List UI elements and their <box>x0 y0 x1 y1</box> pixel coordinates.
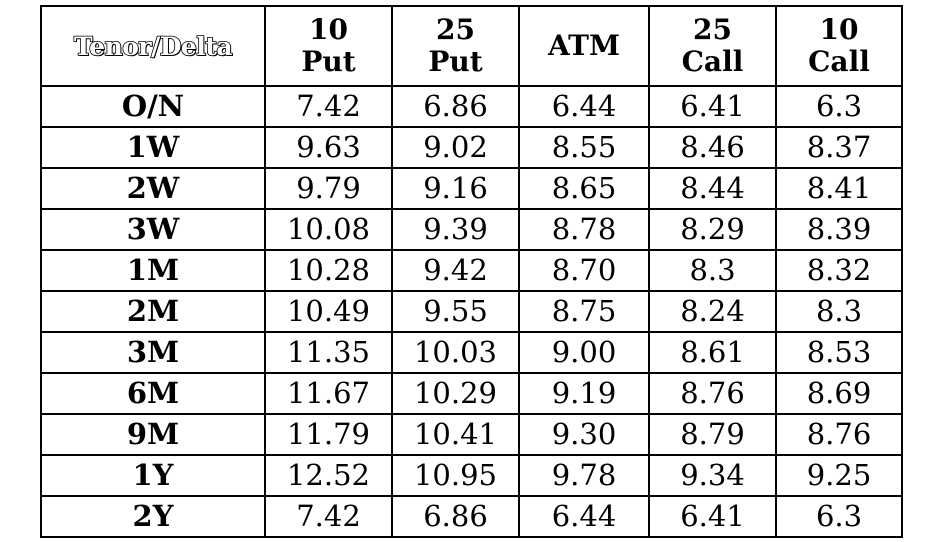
column-header-line2: Call <box>808 45 870 78</box>
vol-value-cell: 9.30 <box>518 413 650 456</box>
table-row: 6M 11.67 10.29 9.19 8.76 8.69 <box>40 372 903 415</box>
vol-value-cell: 8.41 <box>775 167 903 210</box>
vol-value-cell: 9.16 <box>391 167 520 210</box>
table-row: 1W 9.63 9.02 8.55 8.46 8.37 <box>40 126 903 169</box>
tenor-delta-header: Tenor/Delta <box>40 5 266 87</box>
vol-value-cell: 11.35 <box>264 331 393 374</box>
vol-value-cell: 8.39 <box>775 208 903 251</box>
vol-value-cell: 8.69 <box>775 372 903 415</box>
vol-value-cell: 9.25 <box>775 454 903 497</box>
vol-value-cell: 8.65 <box>518 167 650 210</box>
tenor-cell: 9M <box>40 413 266 456</box>
column-header-25-call: 25 Call <box>648 5 777 87</box>
vol-value-cell: 6.44 <box>518 495 650 538</box>
vol-value-cell: 10.95 <box>391 454 520 497</box>
table-body: O/N 7.42 6.86 6.44 6.41 6.3 1W 9.63 9.02 8.55 8.46… <box>40 85 903 538</box>
table-row: 3W 10.08 9.39 8.78 8.29 8.39 <box>40 208 903 251</box>
vol-value-cell: 9.55 <box>391 290 520 333</box>
column-header-10-call: 10 Call <box>775 5 903 87</box>
vol-value-cell: 9.78 <box>518 454 650 497</box>
column-header-line1: 25 <box>693 12 732 46</box>
tenor-cell: 2W <box>40 167 266 210</box>
vol-value-cell: 8.44 <box>648 167 777 210</box>
table-row: 3M 11.35 10.03 9.00 8.61 8.53 <box>40 331 903 374</box>
vol-value-cell: 9.42 <box>391 249 520 292</box>
vol-value-cell: 10.03 <box>391 331 520 374</box>
tenor-cell: 6M <box>40 372 266 415</box>
vol-value-cell: 8.3 <box>648 249 777 292</box>
vol-value-cell: 8.29 <box>648 208 777 251</box>
vol-value-cell: 10.41 <box>391 413 520 456</box>
vol-value-cell: 6.86 <box>391 495 520 538</box>
vol-value-cell: 12.52 <box>264 454 393 497</box>
tenor-cell: 1Y <box>40 454 266 497</box>
table-row: 2W 9.79 9.16 8.65 8.44 8.41 <box>40 167 903 210</box>
column-header-atm: ATM <box>518 5 650 87</box>
column-header-line2: Call <box>681 45 744 78</box>
vol-value-cell: 8.24 <box>648 290 777 333</box>
tenor-cell: 3W <box>40 208 266 251</box>
vol-value-cell: 8.79 <box>648 413 777 456</box>
vol-value-cell: 11.79 <box>264 413 393 456</box>
column-header-line2: Put <box>428 45 483 78</box>
vol-value-cell: 10.29 <box>391 372 520 415</box>
vol-value-cell: 7.42 <box>264 495 393 538</box>
vol-value-cell: 10.49 <box>264 290 393 333</box>
vol-value-cell: 8.37 <box>775 126 903 169</box>
table-row: 9M 11.79 10.41 9.30 8.79 8.76 <box>40 413 903 456</box>
vol-value-cell: 6.3 <box>775 495 903 538</box>
tenor-cell: 1M <box>40 249 266 292</box>
vol-value-cell: 8.78 <box>518 208 650 251</box>
vol-value-cell: 9.19 <box>518 372 650 415</box>
table-row: 1M 10.28 9.42 8.70 8.3 8.32 <box>40 249 903 292</box>
vol-value-cell: 6.86 <box>391 85 520 128</box>
tenor-delta-label: Tenor/Delta <box>73 31 233 61</box>
vol-value-cell: 9.02 <box>391 126 520 169</box>
column-header-25-put: 25 Put <box>391 5 520 87</box>
column-header-line1: 10 <box>309 12 348 46</box>
vol-value-cell: 8.53 <box>775 331 903 374</box>
table-row: 1Y 12.52 10.95 9.78 9.34 9.25 <box>40 454 903 497</box>
vol-value-cell: 6.3 <box>775 85 903 128</box>
vol-value-cell: 8.32 <box>775 249 903 292</box>
vol-value-cell: 8.61 <box>648 331 777 374</box>
header-row: Tenor/Delta 10 Put 25 Put ATM 25 Call 10… <box>40 5 903 87</box>
column-header-line2: Put <box>301 45 356 78</box>
table-row: 2M 10.49 9.55 8.75 8.24 8.3 <box>40 290 903 333</box>
tenor-cell: O/N <box>40 85 266 128</box>
vol-value-cell: 9.39 <box>391 208 520 251</box>
vol-value-cell: 10.08 <box>264 208 393 251</box>
column-header-line1: 25 <box>436 12 475 46</box>
vol-value-cell: 9.00 <box>518 331 650 374</box>
vol-value-cell: 8.3 <box>775 290 903 333</box>
vol-value-cell: 6.41 <box>648 495 777 538</box>
vol-value-cell: 9.63 <box>264 126 393 169</box>
tenor-cell: 3M <box>40 331 266 374</box>
table-row: O/N 7.42 6.86 6.44 6.41 6.3 <box>40 85 903 128</box>
tenor-cell: 2M <box>40 290 266 333</box>
vol-value-cell: 10.28 <box>264 249 393 292</box>
column-header-line1: ATM <box>547 28 621 62</box>
vol-value-cell: 8.46 <box>648 126 777 169</box>
vol-value-cell: 9.79 <box>264 167 393 210</box>
table-row: 2Y 7.42 6.86 6.44 6.41 6.3 <box>40 495 903 538</box>
vol-value-cell: 8.76 <box>648 372 777 415</box>
tenor-cell: 2Y <box>40 495 266 538</box>
tenor-cell: 1W <box>40 126 266 169</box>
vol-value-cell: 8.70 <box>518 249 650 292</box>
vol-value-cell: 8.55 <box>518 126 650 169</box>
vol-value-cell: 6.44 <box>518 85 650 128</box>
vol-value-cell: 7.42 <box>264 85 393 128</box>
vol-value-cell: 8.76 <box>775 413 903 456</box>
vol-value-cell: 11.67 <box>264 372 393 415</box>
vol-value-cell: 8.75 <box>518 290 650 333</box>
vol-value-cell: 9.34 <box>648 454 777 497</box>
volatility-table: Tenor/Delta 10 Put 25 Put ATM 25 Call 10… <box>40 5 903 538</box>
vol-value-cell: 6.41 <box>648 85 777 128</box>
column-header-line1: 10 <box>819 12 859 46</box>
column-header-10-put: 10 Put <box>264 5 393 87</box>
